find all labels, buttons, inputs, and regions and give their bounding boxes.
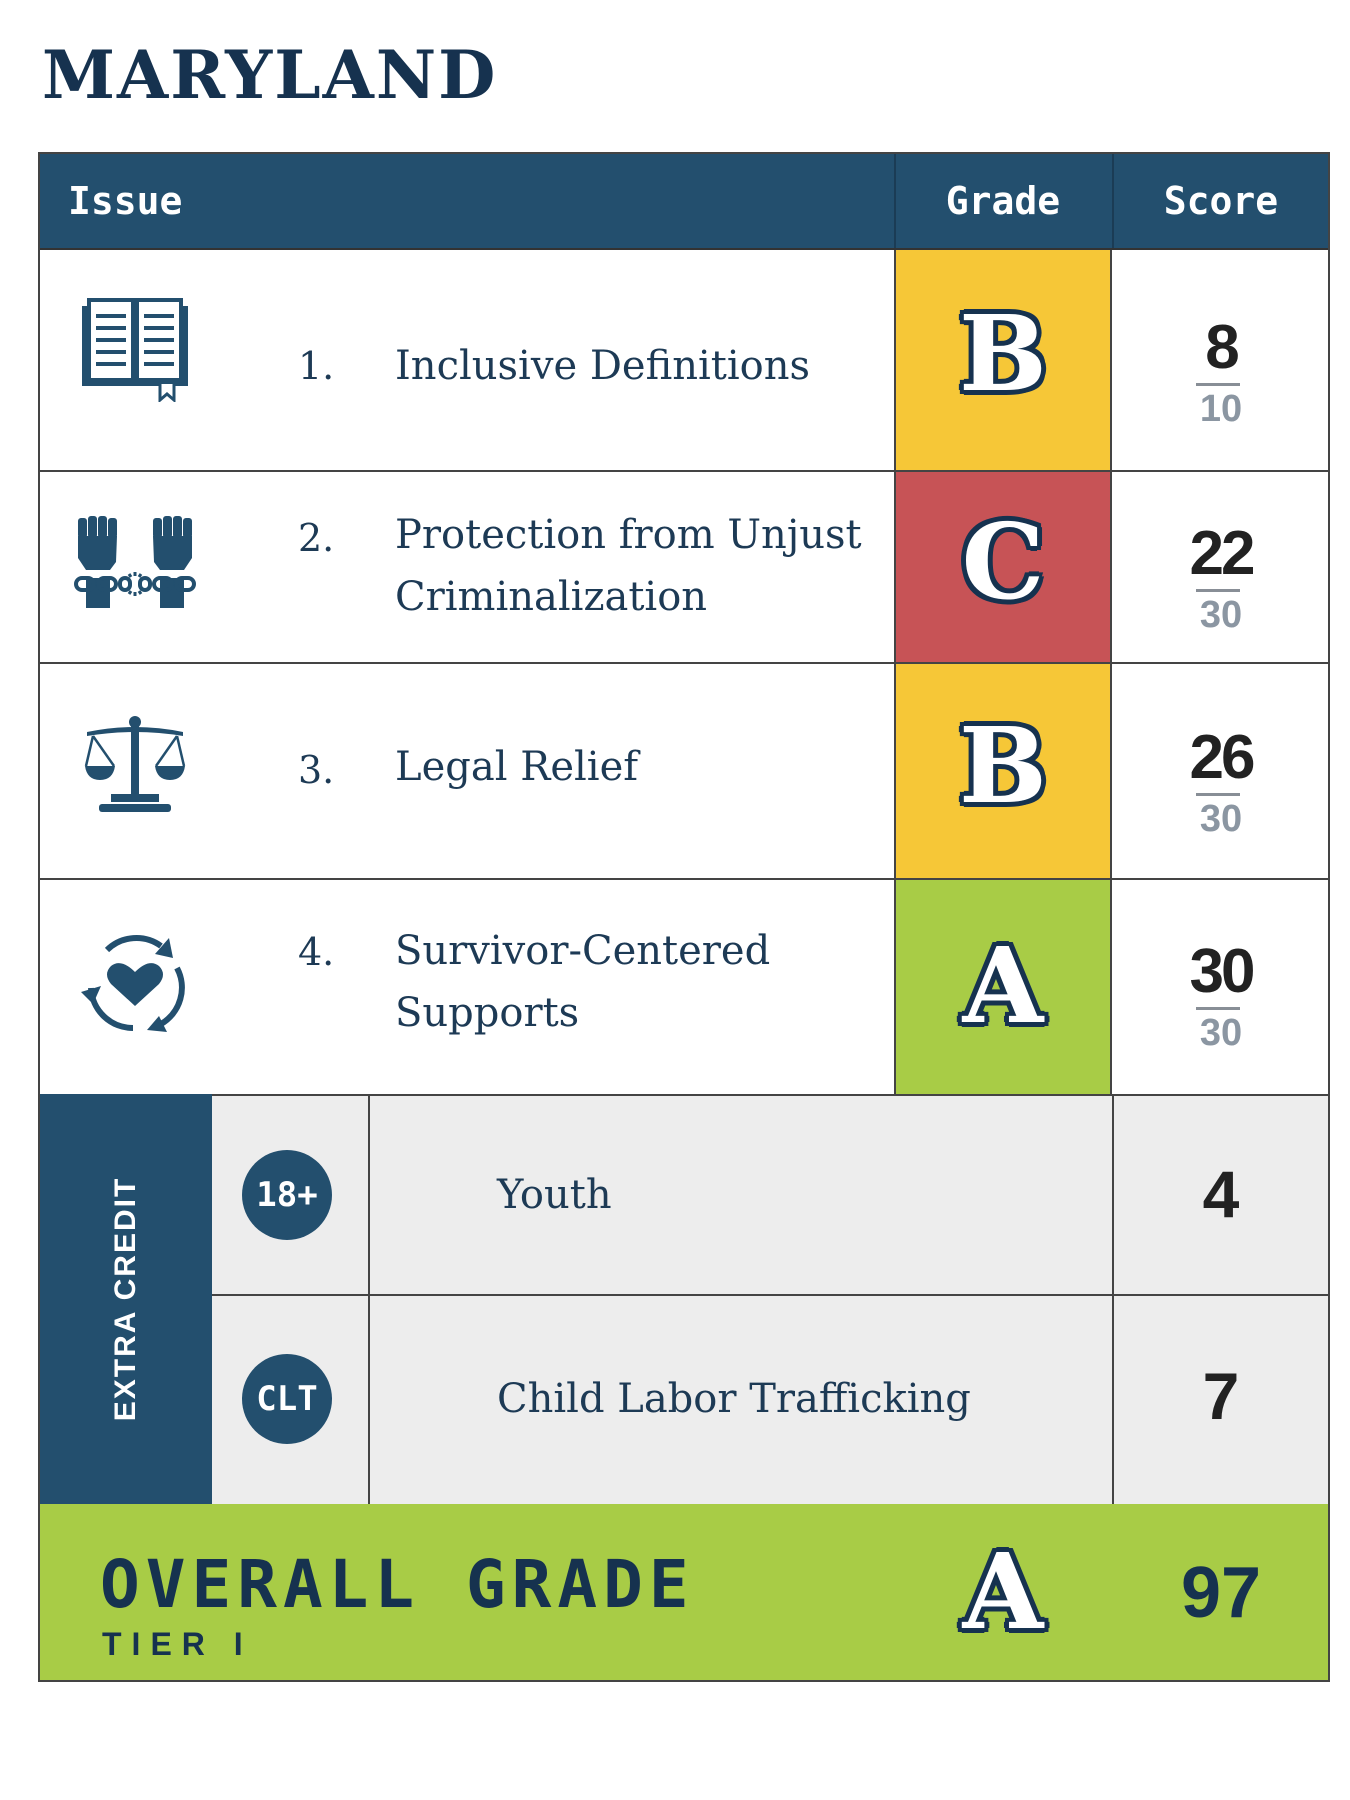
issue-label: Legal Relief <box>395 744 639 790</box>
score-cell: 22 30 <box>1112 472 1328 662</box>
header-grade: Grade <box>945 179 1061 223</box>
score-max: 10 <box>1199 388 1243 430</box>
overall-grade-letter: A <box>962 1530 1044 1653</box>
extra-credit-label: EXTRA CREDIT <box>40 1094 212 1504</box>
grade-letter: B <box>959 704 1047 827</box>
score-max: 30 <box>1199 798 1243 840</box>
score-value: 30 <box>1189 937 1256 1006</box>
grade-letter: C <box>961 500 1045 623</box>
age-badge-icon: 18+ <box>242 1150 332 1240</box>
issue-label: Protection from Unjust Criminalization <box>395 512 862 620</box>
grade-cell: B <box>894 250 1112 470</box>
extra-credit-score: 7 <box>1202 1359 1240 1433</box>
grade-cell: C <box>894 472 1112 662</box>
grade-cell: A <box>894 880 1112 1094</box>
extra-credit-row: 18+ Youth 4 <box>212 1094 1328 1296</box>
extra-credit-row: CLT Child Labor Trafficking 7 <box>212 1296 1328 1504</box>
issue-number: 3. <box>298 748 335 792</box>
issue-number: 1. <box>298 344 335 388</box>
heart-cycle-icon <box>70 926 200 1042</box>
header-score: Score <box>1163 179 1279 223</box>
extra-credit-score: 4 <box>1202 1157 1240 1231</box>
score-max: 30 <box>1199 594 1243 636</box>
table-row: 1. Inclusive Definitions B 8 10 <box>40 250 1328 472</box>
extra-credit-item-label: Child Labor Trafficking <box>497 1376 971 1422</box>
overall-grade-bar: OVERALL GRADE TIER I A 97 <box>40 1504 1328 1680</box>
table-row: 2. Protection from Unjust Criminalizatio… <box>40 472 1328 664</box>
header-issue: Issue <box>68 179 183 223</box>
score-cell: 8 10 <box>1112 250 1328 470</box>
overall-score: 97 <box>1180 1553 1262 1633</box>
open-book-icon <box>70 290 200 410</box>
score-max: 30 <box>1199 1012 1243 1054</box>
issue-number: 4. <box>298 930 335 974</box>
scorecard-table: Issue Grade Score 1. <box>38 152 1330 1682</box>
score-cell: 30 30 <box>1112 880 1328 1094</box>
score-value: 22 <box>1189 519 1256 588</box>
raised-fists-broken-chain-icon <box>70 512 200 612</box>
grade-letter: A <box>962 924 1044 1047</box>
clt-badge-icon: CLT <box>242 1354 332 1444</box>
score-value: 26 <box>1189 723 1256 792</box>
table-row: 4. Survivor-Centered Supports A 30 30 <box>40 880 1328 1094</box>
score-cell: 26 30 <box>1112 664 1328 878</box>
grade-letter: B <box>959 292 1047 415</box>
issue-label: Survivor-Centered Supports <box>395 928 771 1036</box>
issue-number: 2. <box>298 516 335 560</box>
scales-of-justice-icon <box>70 714 200 814</box>
issue-label: Inclusive Definitions <box>395 343 811 389</box>
table-row: 3. Legal Relief B 26 30 <box>40 664 1328 880</box>
overall-grade-label: OVERALL GRADE <box>100 1546 695 1623</box>
extra-credit-item-label: Youth <box>497 1172 612 1218</box>
page-title: MARYLAND <box>42 36 498 114</box>
score-value: 8 <box>1205 313 1239 382</box>
table-header: Issue Grade Score <box>40 154 1328 250</box>
grade-cell: B <box>894 664 1112 878</box>
overall-tier: TIER I <box>102 1626 253 1662</box>
